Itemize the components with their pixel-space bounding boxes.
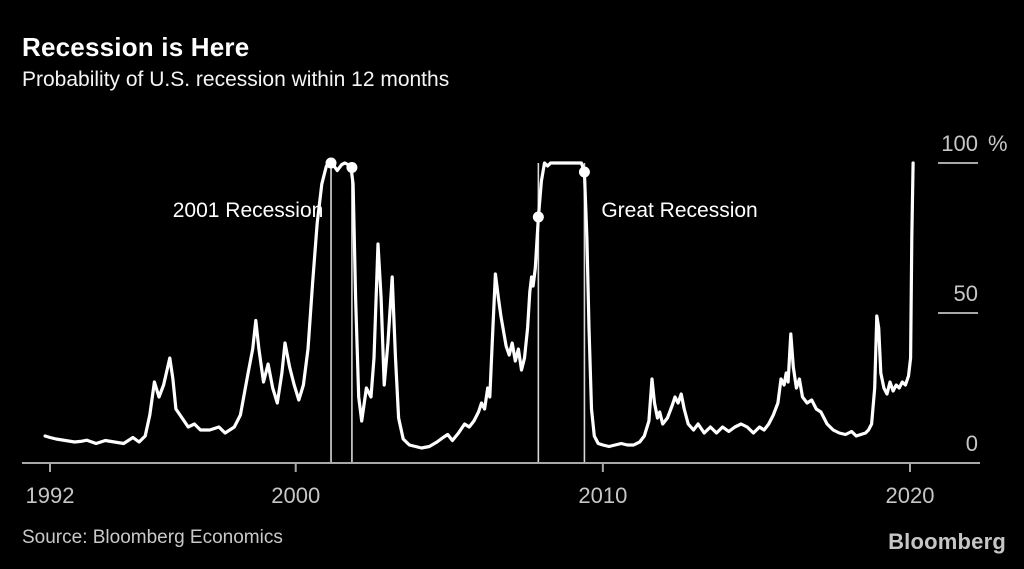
source-note: Source: Bloomberg Economics <box>22 527 283 548</box>
bloomberg-logo: Bloomberg <box>888 529 1006 554</box>
x-axis-tick-label: 2020 <box>886 483 935 508</box>
recession-marker-dot <box>532 211 544 223</box>
recession-marker-dot <box>346 162 358 173</box>
x-axis-tick-label: 2010 <box>578 483 627 508</box>
y-axis-tick-label: 0 <box>966 431 978 456</box>
x-axis-tick-label: 1992 <box>26 483 75 508</box>
recession-marker-dot <box>578 166 590 178</box>
chart-subtitle: Probability of U.S. recession within 12 … <box>22 68 450 91</box>
y-axis-tick-label: 100 <box>941 131 978 156</box>
recession-annotation-label: 2001 Recession <box>173 199 324 222</box>
x-axis-tick-label: 2000 <box>271 483 320 508</box>
y-axis-unit-label: % <box>988 131 1008 156</box>
y-axis-tick-label: 50 <box>954 281 978 306</box>
probability-series-line <box>43 161 915 450</box>
chart-title: Recession is Here <box>22 32 250 62</box>
recession-marker-dot <box>325 157 337 169</box>
recession-annotation-label: Great Recession <box>601 199 757 222</box>
